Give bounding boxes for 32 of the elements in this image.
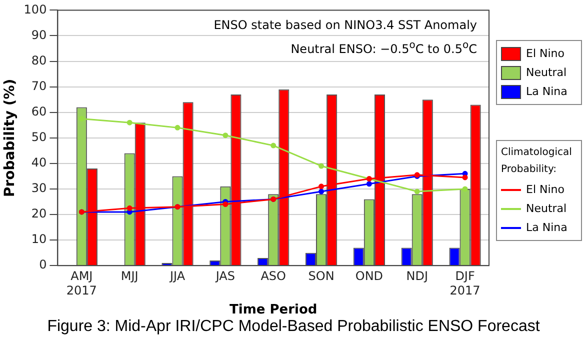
legend-title: Climatological Probability:	[501, 146, 573, 177]
x-tick-label: OND	[355, 268, 384, 283]
annotation: ENSO state based on NINO3.4 SST Anomaly	[214, 18, 477, 32]
x-tick-label: MJJ	[120, 268, 138, 283]
x-tick-label: AMJ 2017	[66, 268, 97, 298]
y-tick-label: 10	[31, 232, 47, 246]
x-tick-label: JAS	[214, 268, 236, 283]
x-axis-title: Time Period	[230, 302, 318, 318]
y-tick-label: 100	[24, 2, 47, 16]
y-tick-label: 70	[31, 78, 47, 93]
y-tick-label: 20	[31, 206, 47, 221]
x-tick-label: NDJ	[406, 268, 428, 283]
caption: Figure 3: Mid-Apr IRI/CPC Model-Based Probabilistic ENSO Forecast	[46, 318, 541, 336]
x-tick-label: JJA	[168, 268, 186, 283]
y-tick-label: 40	[31, 156, 47, 170]
y-tick-label: 60	[31, 104, 47, 118]
legend-label: Neutral	[526, 202, 567, 215]
y-axis-title: Probability (%)	[2, 78, 18, 197]
y-tick-label: 30	[31, 181, 47, 196]
y-tick-label: 50	[31, 130, 47, 144]
legend-label: El Nino	[526, 47, 564, 60]
x-tick-label: ASO	[260, 268, 286, 283]
legend-label: La Nina	[526, 85, 568, 98]
legend-label: Neutral	[526, 66, 567, 79]
legend-label: La Nina	[526, 221, 568, 234]
x-tick-label: DJF 2017	[450, 268, 480, 298]
y-tick-label: 90	[31, 28, 47, 42]
y-tick-label: 80	[31, 53, 47, 68]
legend-label: El Nino	[526, 183, 564, 196]
x-tick-label: SON	[308, 268, 334, 283]
annotation: Neutral ENSO: −0.5$^{o}$C to 0.5$^{o}$C	[290, 40, 477, 56]
y-tick-label: 0	[39, 258, 47, 272]
